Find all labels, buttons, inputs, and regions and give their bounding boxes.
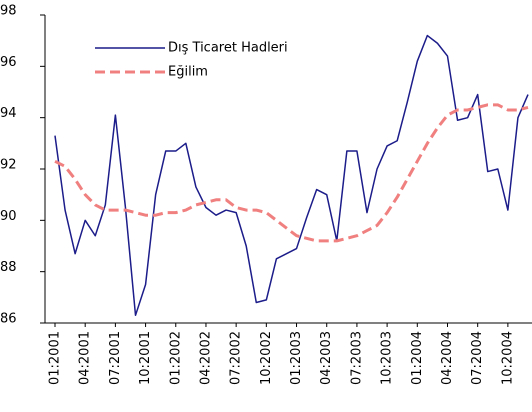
series-line xyxy=(54,34,529,317)
y-tick-label: 90 xyxy=(0,209,17,224)
x-tick-label: 04:2004 xyxy=(440,331,455,385)
x-tick-label: 01:2002 xyxy=(168,331,183,385)
x-tick-label: 10:2004 xyxy=(500,331,515,385)
y-tick-label: 86 xyxy=(0,312,17,327)
legend-label: Dış Ticaret Hadleri xyxy=(168,41,288,56)
series-line xyxy=(54,103,529,243)
x-tick-label: 01:2001 xyxy=(48,331,63,385)
x-tick-label: 01:2004 xyxy=(410,331,425,385)
legend-label: Eğilim xyxy=(168,65,208,80)
x-tick-label: 07:2001 xyxy=(108,331,123,385)
x-tick-label: 04:2003 xyxy=(319,331,334,385)
x-tick-label: 07:2002 xyxy=(229,331,244,385)
x-tick-label: 10:2003 xyxy=(380,331,395,385)
y-tick-label: 94 xyxy=(0,106,17,121)
y-tick-label: 88 xyxy=(0,260,17,275)
x-tick-label: 10:2002 xyxy=(259,331,274,385)
x-tick-label: 04:2002 xyxy=(198,331,213,385)
y-tick-label: 92 xyxy=(0,158,17,173)
x-tick-label: 10:2001 xyxy=(138,331,153,385)
x-tick-label: 07:2004 xyxy=(470,331,485,385)
x-tick-label: 01:2003 xyxy=(289,331,304,385)
y-tick-label: 98 xyxy=(0,4,17,19)
y-tick-label: 96 xyxy=(0,55,17,70)
x-tick-label: 04:2001 xyxy=(78,331,93,385)
x-tick-label: 07:2003 xyxy=(349,331,364,385)
